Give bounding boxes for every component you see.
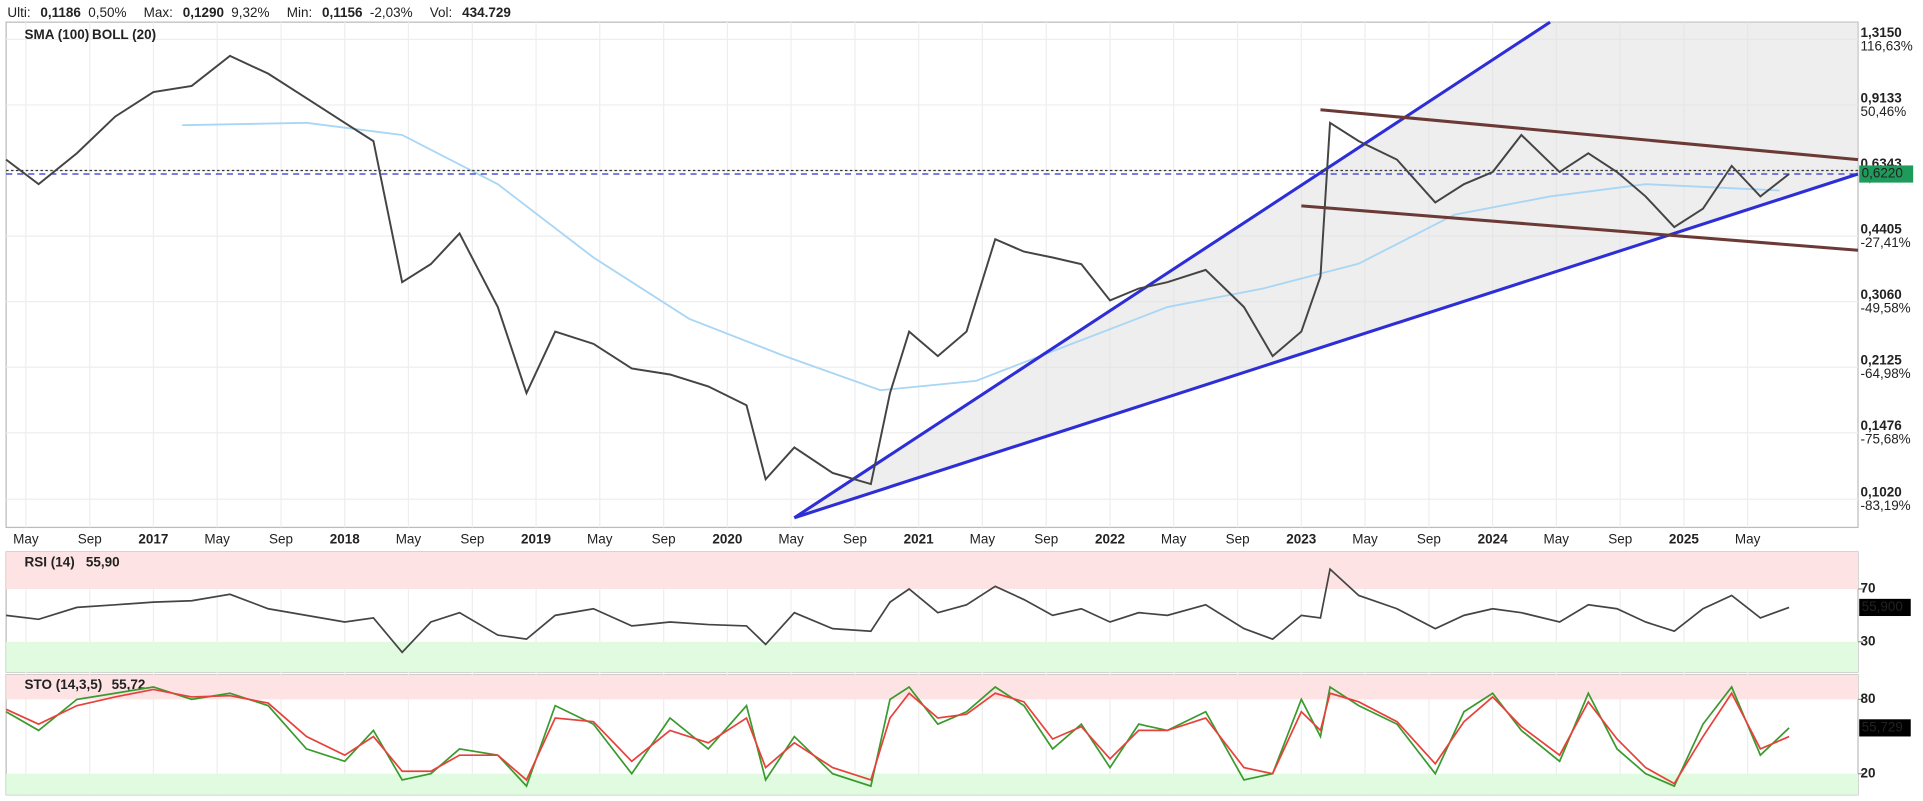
x-tick-label: 2020 [712,531,742,546]
x-tick-label: Sep [1608,531,1632,546]
x-tick-label: May [1352,531,1378,546]
last-value-box [1859,719,1911,737]
oversold-band [6,641,1859,673]
overbought-band [6,674,1859,700]
trendline [1301,204,1859,252]
x-tick-label: Sep [1417,531,1441,546]
oversold-band [6,773,1859,795]
y-tick-change: -27,41% [1860,235,1910,250]
x-tick-label: May [970,531,996,546]
header-value: 434.729 [462,5,511,20]
x-tick-label: 2021 [904,531,934,546]
y-tick-label: 20 [1860,765,1875,780]
x-tick-label: Sep [652,531,676,546]
trendline [1320,108,1859,162]
header-value: 0,1186 [40,5,81,20]
series-line [6,567,1790,654]
header-label: Vol: [430,5,453,20]
x-tick-label: May [587,531,613,546]
y-tick-change: 50,46% [1860,104,1906,119]
indicator-value: 55,72 [112,677,146,692]
trendline [793,172,1859,520]
trendline [793,20,1551,520]
x-tick-label: May [1161,531,1187,546]
overbought-band [6,551,1859,589]
x-tick-label: 2024 [1478,531,1508,546]
panel-2: 20 80 STO (14,3,5) 55,72 55,729 [5,674,1911,795]
x-tick-label: 2025 [1669,531,1699,546]
x-tick-label: Sep [460,531,484,546]
header-value: 0,1156 [322,5,363,20]
indicator-value: 55,90 [86,555,120,570]
last-price-label: 0,6220 [1862,166,1903,181]
y-tick-label: 0,2125 [1860,353,1902,368]
x-tick-label: May [204,531,230,546]
x-tick-label: May [1735,531,1761,546]
main-panel [5,21,1859,529]
indicator-title: STO (14,3,5) [25,677,103,692]
header-change: 0,50% [88,5,126,20]
x-tick-label: 2017 [138,531,168,546]
indicator-title: RSI (14) [25,555,75,570]
y-tick-change: -49,58% [1860,301,1910,316]
last-value-box [1859,598,1911,617]
y-tick-change: 116,63% [1860,38,1912,53]
y-tick-label: 1,3150 [1860,25,1901,40]
y-tick-label: 0,1476 [1860,418,1902,433]
header-label: Max: [144,5,173,20]
y-tick-change: -64,98% [1860,366,1910,381]
y-tick-label: 0,4405 [1860,222,1902,237]
sma-line [182,121,1780,392]
last-value-label: 55,729 [1862,719,1903,734]
y-tick-label: 30 [1860,633,1875,648]
x-tick-label: 2022 [1095,531,1125,546]
x-tick-label: Sep [1226,531,1250,546]
x-tick-label: May [778,531,804,546]
x-tick-label: Sep [78,531,102,546]
x-tick-label: May [396,531,422,546]
legend-item: BOLL (20) [92,27,156,42]
x-tick-label: Sep [269,531,293,546]
y-tick-label: 0,3060 [1860,287,1901,302]
series-line [5,688,1790,785]
last-value-label: 55,900 [1862,599,1903,614]
x-tick-label: 2023 [1286,531,1316,546]
legend-item: SMA (100) [25,27,90,42]
panel-1: 30 70 RSI (14) 55,90 55,900 [6,551,1911,673]
series-line [5,54,1790,486]
header: Ulti: 0,1186 0,50% Max: 0,1290 9,32% Min: 0,115… [7,5,510,20]
header-label: Min: [287,5,312,20]
y-tick-label: 0,9133 [1860,90,1902,105]
y-tick-change: -75,68% [1860,432,1910,447]
x-tick-label: Sep [1034,531,1058,546]
y-tick-label: 0,1020 [1860,485,1901,500]
y-tick-change: -83,19% [1860,498,1910,513]
x-tick-label: Sep [843,531,867,546]
header-change: 9,32% [231,5,269,20]
y-tick-label: 80 [1860,691,1875,706]
last-price-box [1859,165,1914,183]
y-tick-label: 70 [1860,581,1875,596]
x-tick-label: 2019 [521,531,551,546]
x-tick-label: May [1544,531,1570,546]
header-change: -2,03% [370,5,413,20]
x-tick-label: 2018 [330,531,360,546]
header-label: Ulti: [7,5,30,20]
channel-fill [794,22,1859,518]
x-tick-label: May [13,531,39,546]
panel-0: May Sep 2017 May Sep 2018 May Sep 2019 May Sep 2020… [5,20,1914,795]
header-value: 0,1290 [183,5,224,20]
